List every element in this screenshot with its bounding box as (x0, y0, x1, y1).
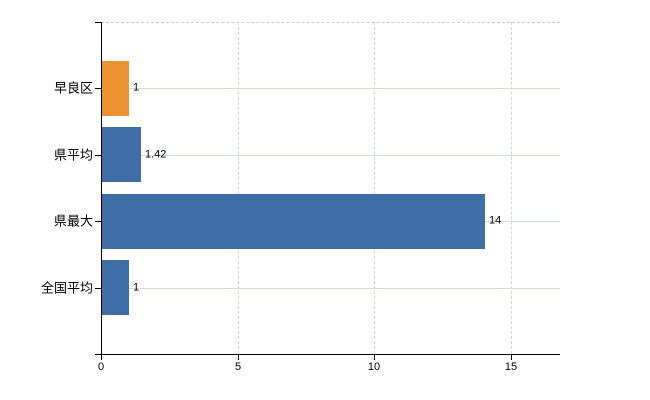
x-axis-tick (511, 355, 512, 360)
bar (102, 61, 129, 116)
v-gridline (238, 22, 239, 354)
x-tick-label: 15 (504, 361, 518, 373)
bar-value-label: 1 (133, 281, 140, 294)
v-gridline (511, 22, 512, 354)
v-gridline (374, 22, 375, 354)
h-gridline (102, 88, 560, 89)
bar-value-label: 1 (133, 81, 140, 94)
y-axis-tick (95, 288, 101, 289)
x-axis-tick (101, 355, 102, 360)
category-label: 全国平均 (40, 280, 93, 296)
bar (102, 194, 485, 249)
x-axis-tick (374, 355, 375, 360)
category-label: 県最大 (53, 213, 93, 229)
category-label: 県平均 (53, 147, 93, 163)
x-tick-label: 5 (234, 361, 242, 373)
y-axis-line (101, 22, 102, 355)
x-tick-label: 0 (97, 361, 105, 373)
y-axis-tick (95, 22, 101, 23)
bar-value-label: 14 (489, 214, 502, 227)
category-label: 早良区 (53, 80, 93, 96)
y-axis-tick (95, 221, 101, 222)
bar (102, 260, 129, 315)
h-gridline (102, 288, 560, 289)
y-axis-tick (95, 88, 101, 89)
x-tick-label: 10 (367, 361, 381, 373)
x-axis-tick (238, 355, 239, 360)
bar (102, 127, 141, 182)
plot-top-border (101, 22, 560, 23)
y-axis-tick (95, 155, 101, 156)
bar-value-label: 1.42 (145, 148, 167, 161)
h-gridline (102, 155, 560, 156)
x-axis-line (95, 354, 560, 355)
